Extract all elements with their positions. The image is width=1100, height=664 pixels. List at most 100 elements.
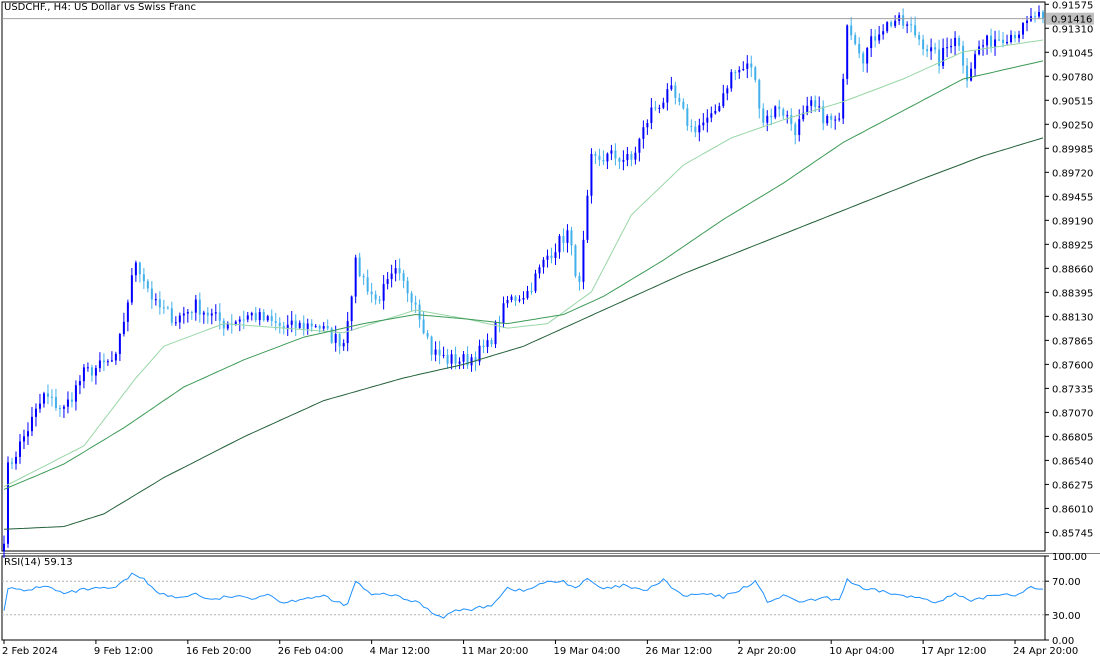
candle-body	[578, 275, 581, 282]
candle	[734, 69, 737, 81]
candle	[770, 108, 773, 126]
candle	[662, 97, 665, 110]
candle-body	[350, 296, 353, 322]
candle-body	[486, 340, 489, 347]
candle-body	[718, 106, 721, 111]
candle	[122, 312, 125, 337]
candle-body	[706, 117, 709, 123]
candle	[678, 93, 681, 106]
price-axis: 0.91575 0.91310 0.91045 0.90780 0.90515 0.902…	[1045, 0, 1093, 539]
candle-body	[82, 367, 85, 382]
rsi-tick-label: 30.00	[1052, 611, 1081, 622]
candle-body	[410, 293, 413, 303]
candle-body	[646, 123, 649, 128]
candle-body	[626, 154, 629, 161]
candle	[1002, 32, 1005, 48]
candle	[86, 362, 89, 372]
candle-body	[98, 360, 101, 369]
rsi-tick-label: 0.00	[1052, 636, 1074, 647]
candle	[714, 104, 717, 115]
candle-body	[726, 88, 729, 94]
price-tick-label: 0.89190	[1052, 216, 1093, 227]
candle	[750, 55, 753, 77]
candle	[834, 115, 837, 130]
candle	[398, 258, 401, 281]
candle	[858, 37, 861, 59]
candle	[914, 16, 917, 38]
candle	[542, 257, 545, 274]
candle	[470, 354, 473, 372]
candle-body	[126, 302, 129, 322]
candle-body	[906, 24, 909, 26]
candle-body	[794, 124, 797, 135]
candle-body	[1010, 34, 1013, 42]
candle	[978, 40, 981, 56]
candle	[178, 312, 181, 329]
candle	[642, 120, 645, 149]
candle	[378, 295, 381, 304]
candle	[514, 295, 517, 306]
candle-body	[406, 280, 409, 294]
price-tick-label: 0.90780	[1052, 72, 1093, 83]
candle	[434, 341, 437, 362]
price-tick-label: 0.87070	[1052, 408, 1093, 419]
candle-body	[790, 115, 793, 125]
candle-body	[190, 312, 193, 314]
candle	[518, 295, 521, 303]
price-tick-label: 0.87865	[1052, 336, 1093, 347]
candle	[570, 226, 573, 256]
candle	[538, 264, 541, 279]
candle-body	[458, 361, 461, 364]
candle-body	[730, 72, 733, 89]
price-tick-label: 0.89985	[1052, 144, 1093, 155]
candle-body	[250, 312, 253, 316]
price-tick-label: 0.88130	[1052, 312, 1093, 323]
candle-body	[610, 150, 613, 154]
candle	[82, 363, 85, 389]
candle	[70, 392, 73, 408]
candle	[134, 260, 137, 282]
price-tick-label: 0.89720	[1052, 168, 1093, 179]
candle-body	[1042, 11, 1045, 19]
candle-body	[74, 385, 77, 402]
candle-body	[450, 354, 453, 364]
price-tick-label: 0.86010	[1052, 504, 1093, 515]
candle	[458, 357, 461, 370]
candle	[862, 51, 865, 72]
candle-body	[922, 39, 925, 50]
candle-body	[542, 259, 545, 268]
candle-body	[754, 67, 757, 80]
candle-body	[22, 436, 25, 442]
candle	[546, 249, 549, 268]
candle	[682, 98, 685, 110]
candle-body	[746, 63, 749, 69]
candle	[586, 189, 589, 243]
candle-body	[930, 47, 933, 52]
candle-body	[550, 255, 553, 258]
candle-body	[702, 122, 705, 126]
candle-body	[382, 283, 385, 301]
candle	[482, 339, 485, 354]
candle-body	[222, 320, 225, 329]
candle	[970, 62, 973, 82]
candle	[510, 294, 513, 303]
candle-body	[394, 268, 397, 274]
candle-body	[210, 313, 213, 316]
candle	[190, 310, 193, 320]
candle-body	[466, 354, 469, 366]
candle-body	[206, 312, 209, 316]
candle	[354, 254, 357, 304]
candle	[410, 290, 413, 312]
candle	[994, 30, 997, 56]
candle-body	[162, 307, 165, 309]
candle-body	[66, 399, 69, 407]
time-tick-label: 26 Feb 04:00	[278, 646, 344, 657]
candle-body	[582, 239, 585, 282]
candle-body	[326, 326, 329, 329]
candle	[258, 308, 261, 326]
candle	[390, 264, 393, 288]
candle-body	[958, 37, 961, 46]
time-tick-label: 4 Mar 12:00	[370, 646, 430, 657]
